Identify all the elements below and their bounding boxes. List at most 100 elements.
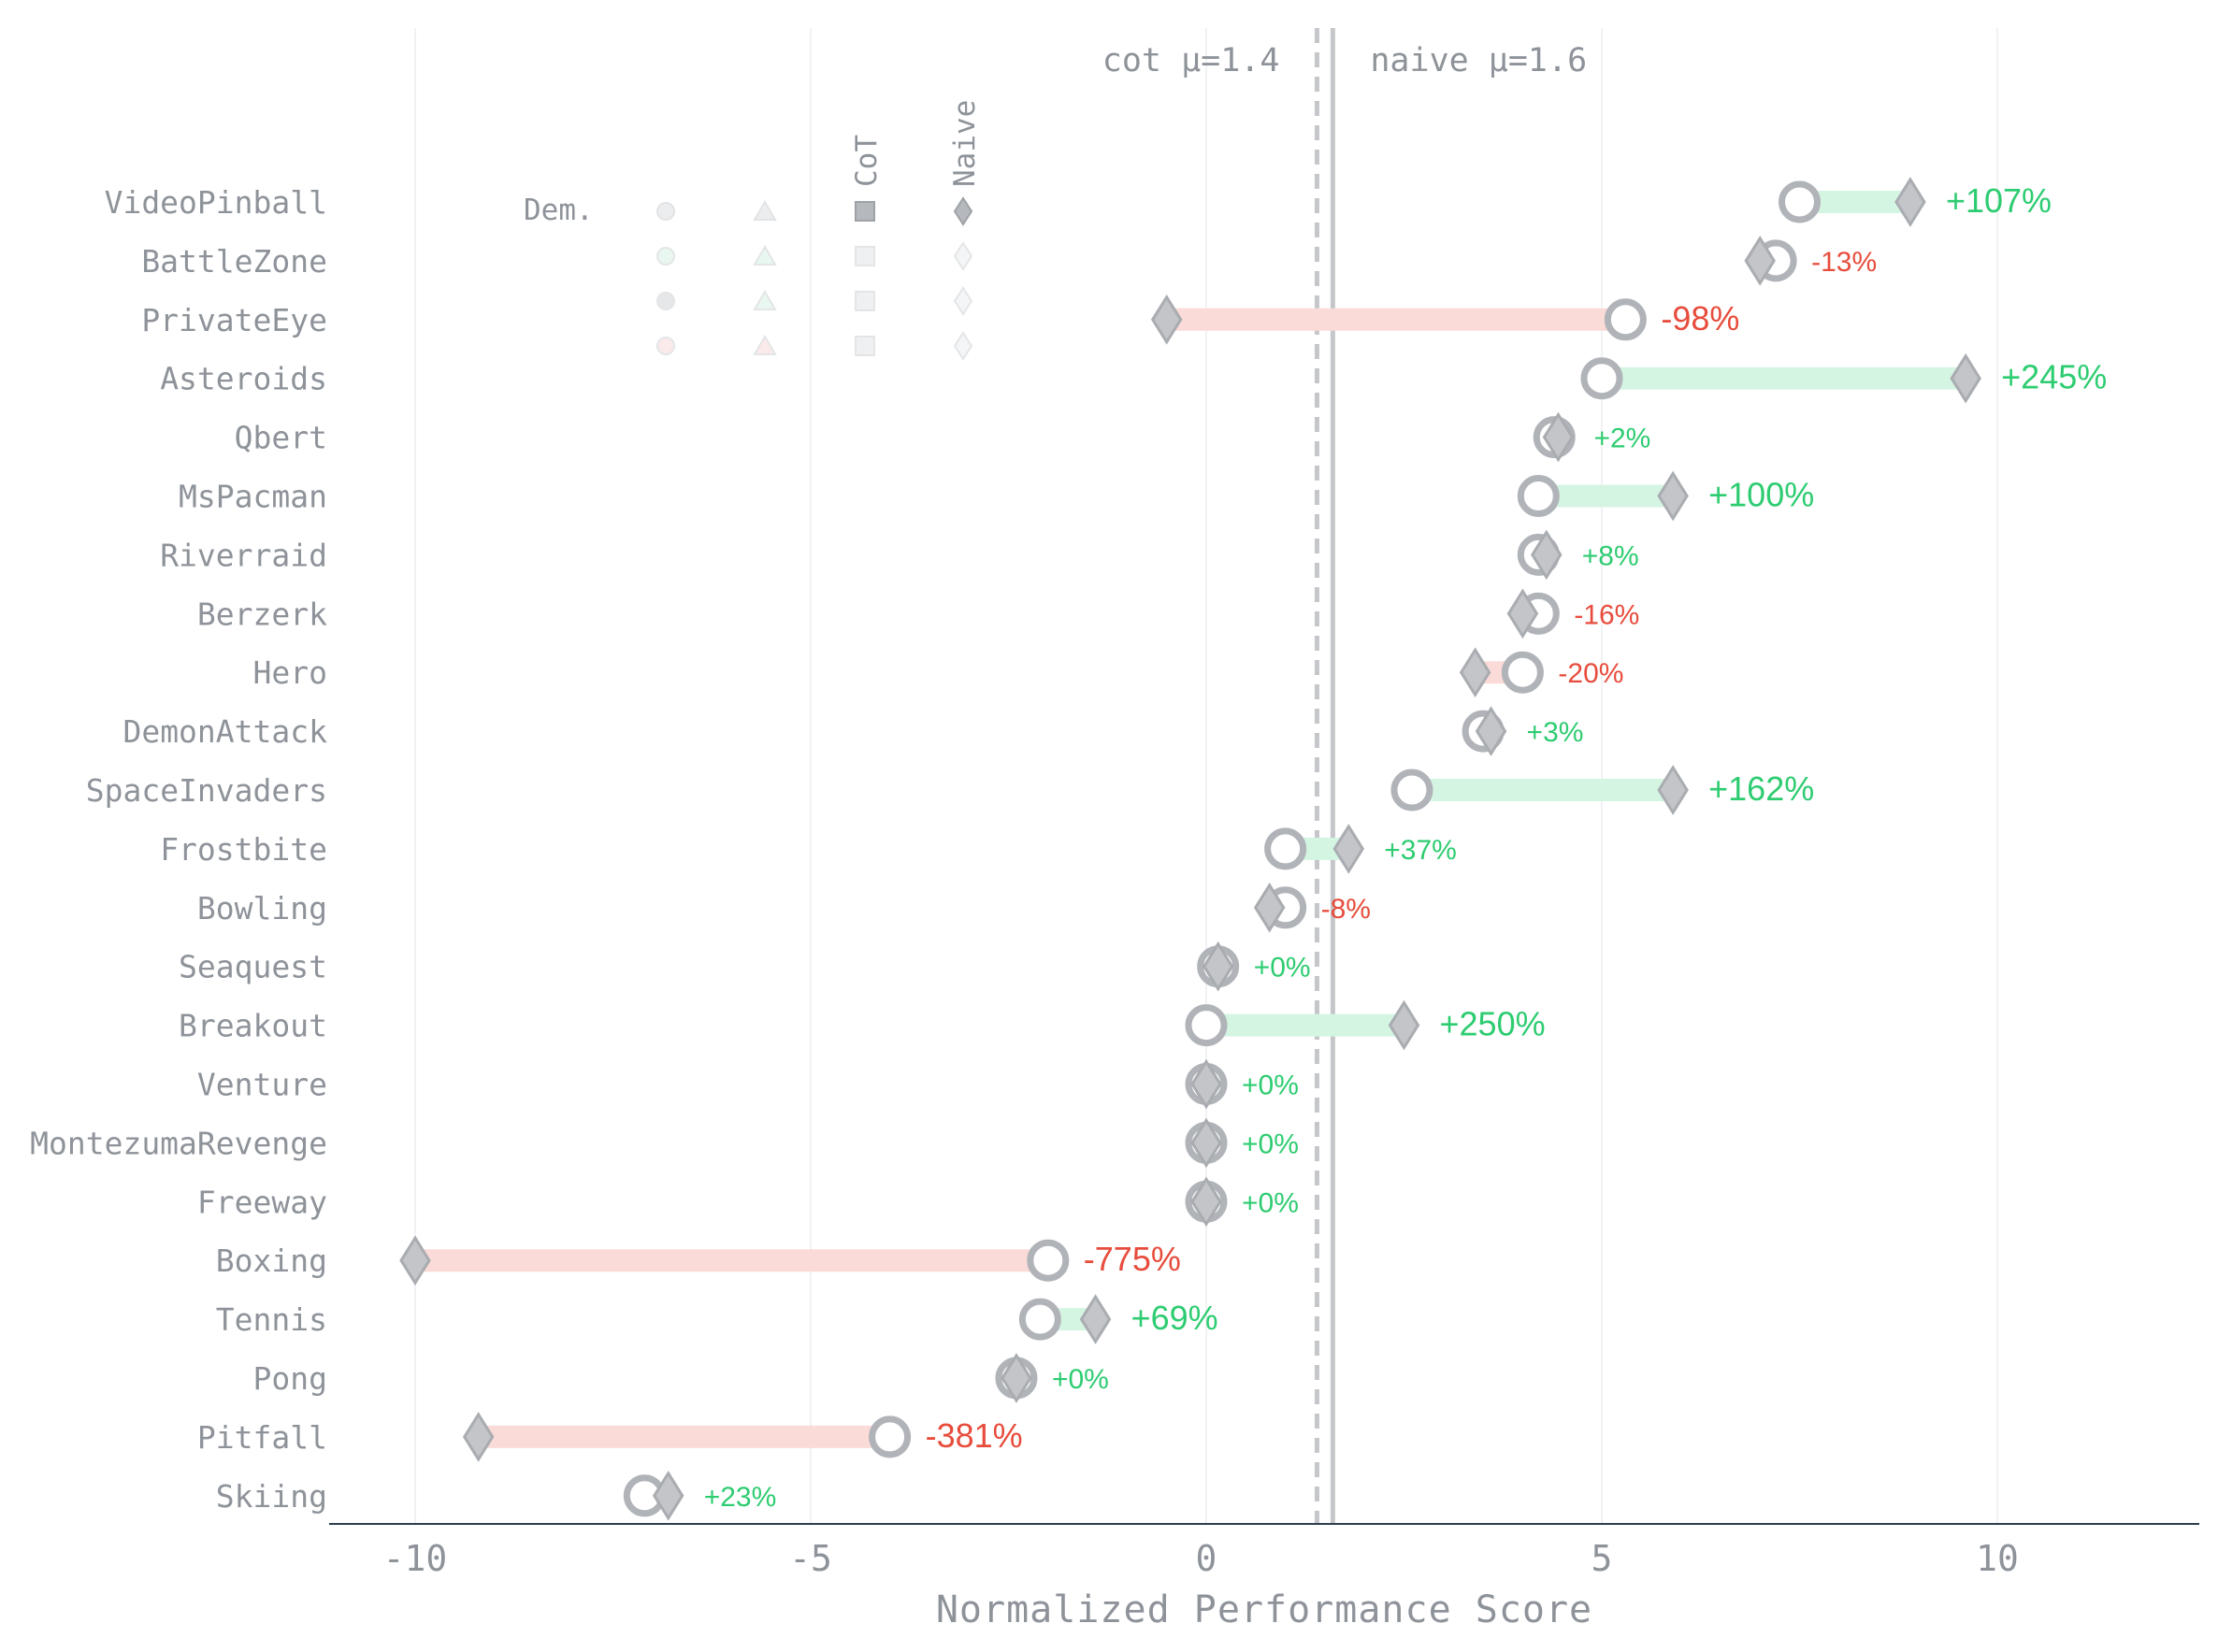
game-label: Pong <box>253 1360 327 1397</box>
percent-change-label: -16% <box>1574 599 1639 630</box>
percent-change-label: -8% <box>1321 894 1371 925</box>
percent-change-label: +250% <box>1440 1005 1546 1043</box>
naive-marker <box>1531 529 1563 581</box>
x-tick-label: 10 <box>1976 1538 2019 1579</box>
game-label: Freeway <box>197 1184 327 1220</box>
game-label: Berzerk <box>197 596 327 632</box>
naive-marker <box>1459 647 1491 698</box>
game-label: Asteroids <box>160 361 327 397</box>
game-label: Frostbite <box>160 831 327 868</box>
legend-diamond-icon <box>953 286 973 316</box>
percent-change-label: +0% <box>1254 953 1311 984</box>
legend-square-icon <box>855 291 875 311</box>
game-label: Seaquest <box>179 949 327 985</box>
naive-marker <box>1150 294 1183 345</box>
naive-marker <box>1542 411 1575 463</box>
naive-marker <box>1657 765 1689 815</box>
legend-diamond-icon <box>953 331 973 361</box>
x-tick-label: 5 <box>1591 1538 1613 1579</box>
percent-change-label: +23% <box>704 1482 777 1513</box>
cot-marker <box>1390 769 1433 812</box>
percent-change-label: +162% <box>1708 769 1814 808</box>
game-label: Skiing <box>216 1478 327 1515</box>
cot-marker <box>1501 651 1544 694</box>
naive-marker <box>1190 1176 1222 1228</box>
naive-marker <box>1475 706 1507 756</box>
legend-circle-icon <box>656 202 675 221</box>
percent-change-label: +245% <box>2001 358 2107 396</box>
cot-marker <box>1264 827 1307 870</box>
x-tick-labels: -10 -5 0 5 10 <box>383 1538 2019 1579</box>
x-axis: -10 -5 0 5 10 Normalized Performance Score <box>329 1523 2199 1631</box>
legend-triangle-icon <box>753 245 777 266</box>
percent-change-label: +3% <box>1527 717 1584 748</box>
legend-title: Dem. <box>524 194 594 227</box>
naive-marker <box>1202 941 1234 992</box>
percent-change-label: -13% <box>1811 247 1877 278</box>
game-label: DemonAttack <box>122 713 327 750</box>
game-label: VideoPinball <box>105 184 327 221</box>
legend-naive-header: Naive <box>948 100 982 187</box>
game-label: BattleZone <box>141 243 327 280</box>
naive-marker <box>1190 1117 1222 1169</box>
legend: Dem. CoT Naive <box>524 100 982 361</box>
percent-change-label: +37% <box>1384 835 1457 866</box>
percent-change-label: -775% <box>1084 1240 1181 1278</box>
percent-change-label: +107% <box>1946 181 2052 220</box>
legend-triangle-icon <box>753 200 777 221</box>
percent-change-label: +8% <box>1582 540 1639 571</box>
naive-marker <box>1332 824 1365 874</box>
legend-square-icon <box>855 246 875 266</box>
percent-change-label: -20% <box>1558 658 1623 689</box>
naive-marker <box>1657 470 1689 522</box>
cot-marker <box>1027 1239 1070 1282</box>
game-label: Boxing <box>216 1243 327 1279</box>
legend-circle-icon <box>656 337 675 355</box>
percent-change-label: +0% <box>1242 1187 1299 1218</box>
cot-marker <box>1604 298 1647 341</box>
naive-marker <box>1950 352 1981 404</box>
cot-marker <box>869 1415 912 1458</box>
game-label: SpaceInvaders <box>86 772 327 809</box>
legend-circle-icon <box>656 247 675 266</box>
legend-square-icon <box>855 201 875 222</box>
cot-mean-label: cot μ=1.4 <box>1102 42 1280 79</box>
percent-change-label: -381% <box>926 1416 1023 1455</box>
percent-change-label: +0% <box>1242 1128 1299 1159</box>
percentage-labels: +107% -13% -98% +245% +2% +100% +8% -16% -20% +3%… <box>704 181 2108 1513</box>
naive-marker <box>1506 588 1539 639</box>
naive-marker <box>1190 1058 1222 1110</box>
legend-square-icon <box>855 336 875 356</box>
naive-marker <box>652 1470 684 1521</box>
x-axis-title: Normalized Performance Score <box>936 1588 1592 1631</box>
legend-diamond-icon <box>953 196 973 226</box>
naive-marker <box>1744 236 1776 286</box>
naive-marker <box>1253 882 1286 933</box>
game-label: MontezumaRevenge <box>30 1125 327 1161</box>
percent-change-label: +2% <box>1593 424 1650 454</box>
legend-diamond-icon <box>953 241 973 271</box>
legend-circle-icon <box>656 292 675 310</box>
naive-marker <box>1388 999 1420 1051</box>
mean-lines: cot μ=1.4 naive μ=1.6 <box>1102 28 1587 1524</box>
game-labels: VideoPinball BattleZone PrivateEye Asteroid… <box>30 184 327 1515</box>
game-label: MsPacman <box>179 479 327 515</box>
game-label: PrivateEye <box>141 302 327 338</box>
percent-change-label: +100% <box>1708 476 1814 514</box>
game-label: Qbert <box>235 420 327 456</box>
legend-cot-header: CoT <box>850 135 884 187</box>
naive-marker <box>1001 1353 1032 1403</box>
percent-change-label: +0% <box>1052 1364 1109 1395</box>
cot-marker <box>1580 357 1623 400</box>
naive-mean-label: naive μ=1.6 <box>1370 42 1587 79</box>
x-tick-label: 0 <box>1196 1538 1217 1579</box>
naive-marker <box>462 1412 495 1462</box>
cot-marker <box>1018 1298 1061 1341</box>
naive-marker <box>399 1235 431 1286</box>
naive-marker <box>1894 177 1926 227</box>
x-tick-label: -10 <box>383 1538 448 1579</box>
game-label: Pitfall <box>197 1419 327 1456</box>
cot-marker <box>1185 1004 1228 1047</box>
game-label: Tennis <box>216 1301 327 1338</box>
